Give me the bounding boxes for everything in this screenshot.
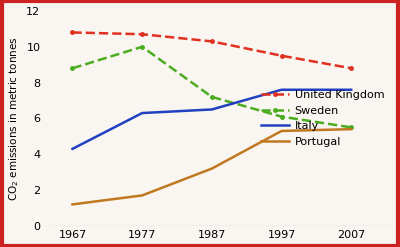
United Kingdom <box>349 67 354 70</box>
Portugal <box>279 129 284 132</box>
United Kingdom <box>140 33 144 36</box>
Line: Italy: Italy <box>72 90 351 149</box>
Sweden <box>279 115 284 118</box>
Y-axis label: CO$_2$ emissions in metric tonnes: CO$_2$ emissions in metric tonnes <box>7 36 21 201</box>
Italy <box>70 147 75 150</box>
United Kingdom <box>279 54 284 57</box>
Italy <box>210 108 214 111</box>
Italy <box>349 88 354 91</box>
Sweden <box>140 45 144 48</box>
Sweden <box>210 95 214 98</box>
Portugal <box>210 167 214 170</box>
Portugal <box>70 203 75 206</box>
Italy <box>279 88 284 91</box>
Portugal <box>140 194 144 197</box>
United Kingdom <box>210 40 214 43</box>
Line: United Kingdom: United Kingdom <box>69 29 355 72</box>
Legend: United Kingdom, Sweden, Italy, Portugal: United Kingdom, Sweden, Italy, Portugal <box>258 87 388 150</box>
Line: Sweden: Sweden <box>69 43 355 131</box>
United Kingdom <box>70 31 75 34</box>
Italy <box>140 112 144 115</box>
Line: Portugal: Portugal <box>72 129 351 205</box>
Sweden <box>70 67 75 70</box>
Portugal <box>349 128 354 131</box>
Sweden <box>349 126 354 129</box>
